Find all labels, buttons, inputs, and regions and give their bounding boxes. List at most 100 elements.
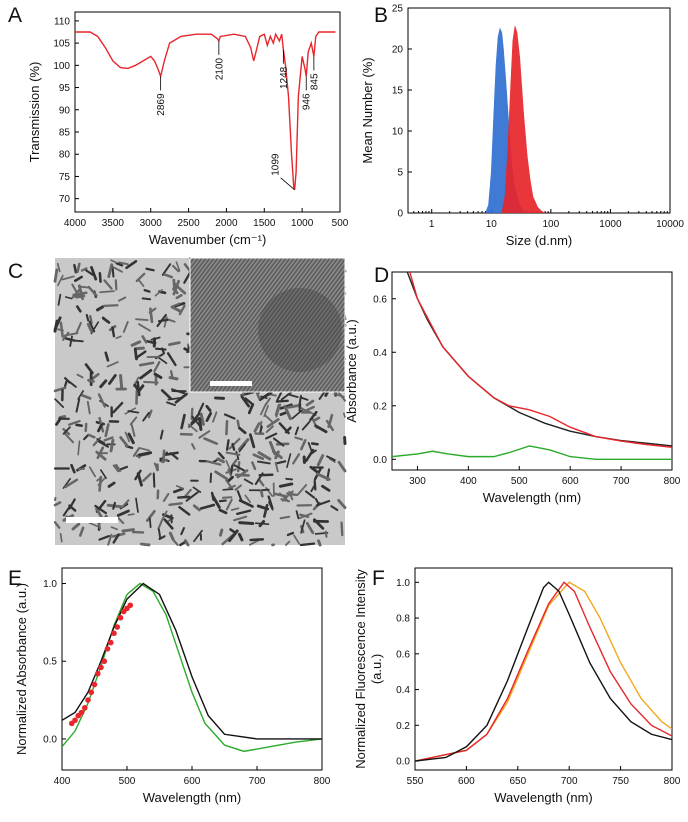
nanorod <box>63 380 68 388</box>
nanorod <box>274 461 279 473</box>
plot-frame <box>414 567 673 771</box>
nanorod <box>90 265 98 281</box>
scatter-point <box>107 639 114 646</box>
nanorod <box>122 321 129 333</box>
nanorod <box>160 389 173 400</box>
nanorod <box>168 341 181 347</box>
nanorod <box>219 528 224 537</box>
nanorod <box>96 476 103 482</box>
y-tick-label: 0.8 <box>396 614 410 625</box>
lattice-fringe <box>190 258 263 356</box>
nanorod <box>59 532 63 543</box>
nanorod <box>225 460 232 471</box>
y-tick-label: 105 <box>53 39 70 50</box>
nanorod <box>266 418 280 428</box>
nanorod <box>159 429 164 440</box>
x-tick-label: 700 <box>249 776 266 787</box>
nanorod <box>286 531 295 537</box>
nanorod <box>248 433 256 449</box>
x-tick-label: 100 <box>543 219 560 230</box>
nanorod <box>130 424 136 437</box>
lattice-fringe <box>237 258 339 392</box>
nanorod <box>172 487 184 494</box>
nanorod <box>96 438 106 444</box>
nanorod <box>106 361 119 368</box>
y-tick-label: 0.0 <box>373 455 387 466</box>
nanorod <box>160 458 168 463</box>
nanorod <box>225 439 230 451</box>
lattice-fringe <box>190 258 259 351</box>
nanorod <box>119 373 124 390</box>
nanorod <box>172 539 179 546</box>
nanorod <box>257 478 265 487</box>
nanorod <box>192 486 202 493</box>
nanorod <box>258 391 273 402</box>
lattice-fringe <box>205 258 307 392</box>
nanorod <box>170 302 181 308</box>
nanorod <box>75 305 82 313</box>
x-tick-label: 300 <box>409 476 426 487</box>
nanorod <box>193 529 203 543</box>
nanorod <box>65 337 76 342</box>
lattice-fringe <box>193 258 295 392</box>
x-axis-label: Wavelength (nm) <box>494 790 593 805</box>
nanorod <box>178 304 186 316</box>
nanorod <box>103 436 114 442</box>
nanorod <box>104 351 110 362</box>
x-tick-label: 10000 <box>656 219 684 230</box>
nanorod <box>127 432 135 445</box>
plot-frame <box>74 11 341 213</box>
scatter-point <box>111 630 117 637</box>
x-axis-label: Wavenumber (cm⁻¹) <box>149 232 267 247</box>
nanorod <box>225 420 229 436</box>
nanorod <box>61 275 75 281</box>
x-tick-label: 600 <box>458 776 475 787</box>
lattice-fringe <box>190 258 279 378</box>
nanorod <box>180 527 185 536</box>
nanorod <box>171 306 182 313</box>
lattice-fringe <box>317 354 345 392</box>
nanorod <box>300 519 306 534</box>
nanorod <box>178 505 191 516</box>
nanorod <box>278 482 294 488</box>
nanorod <box>62 331 70 341</box>
scatter-point <box>114 624 121 630</box>
nanorod <box>228 437 241 450</box>
lattice-fringe <box>273 295 345 392</box>
nanorod <box>315 472 331 481</box>
nanorod <box>116 516 125 525</box>
nanorod <box>143 543 150 546</box>
nanorod <box>299 513 310 519</box>
nanorod <box>116 509 130 517</box>
nanorod <box>203 437 219 445</box>
nanorod <box>138 323 151 332</box>
nanorod <box>190 412 201 425</box>
nanorod <box>229 464 234 476</box>
nanorod <box>62 506 71 517</box>
lattice-fringe <box>190 258 283 383</box>
area <box>501 25 546 213</box>
nanorod <box>268 501 274 511</box>
nanorod <box>252 453 265 461</box>
nanorod <box>292 453 301 465</box>
nanorod <box>288 490 294 501</box>
nanorod <box>87 433 96 439</box>
nanorod <box>293 534 301 545</box>
scatter-point <box>78 709 85 716</box>
nanorod <box>313 479 317 491</box>
lattice-fringe <box>325 365 345 392</box>
scale-bar <box>66 517 118 523</box>
y-tick-label: 0.4 <box>373 348 387 359</box>
nanorod <box>226 475 234 483</box>
nanorod <box>243 478 254 485</box>
nanorod <box>53 268 59 283</box>
nanorod <box>53 501 62 507</box>
nanorod <box>197 402 205 414</box>
nanorod <box>110 259 118 264</box>
nanorod <box>138 361 155 367</box>
nanorod <box>316 454 325 467</box>
nanorod <box>76 262 81 274</box>
nanorod <box>279 492 288 501</box>
nanorod <box>300 396 309 401</box>
